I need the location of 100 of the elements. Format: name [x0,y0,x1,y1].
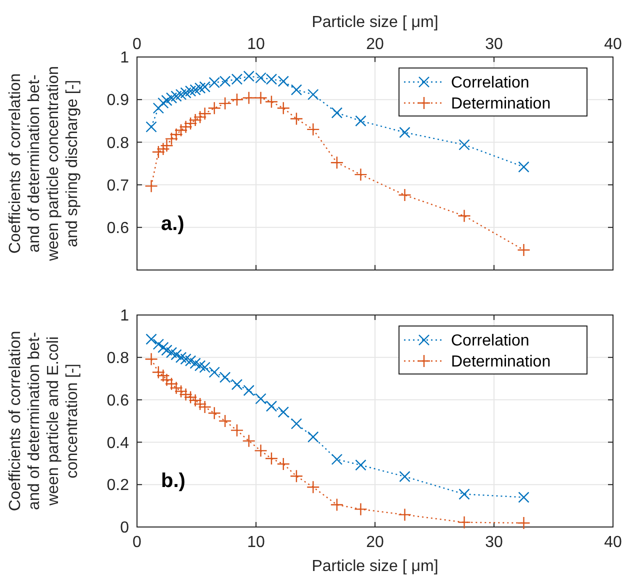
legend-label: Determination [451,354,551,371]
x-tick-label: 40 [604,534,622,551]
point [152,102,164,114]
point [242,91,256,104]
point [290,84,302,96]
y-tick-label: 0.7 [106,177,130,194]
x-tick-label: 30 [485,534,503,551]
point [255,393,266,404]
x-tick-label: 0 [132,534,142,551]
point [230,424,244,437]
point [160,139,174,152]
x2-tick-label: 10 [247,36,265,53]
point [190,358,201,369]
legend-label: Determination [451,96,551,113]
point [254,91,268,104]
point [164,132,178,146]
point [330,156,344,170]
point [458,488,470,500]
point [218,96,232,110]
point [243,384,254,396]
point [264,95,278,108]
point [254,444,268,458]
point [170,128,183,142]
point [219,372,231,383]
point [158,342,169,354]
point [399,470,410,482]
point [158,97,169,109]
point [179,120,192,134]
point [184,116,198,130]
point [330,498,344,512]
point [161,94,172,106]
point [208,406,221,420]
x2-tick-label: 0 [132,36,142,53]
point [458,516,471,529]
point [152,145,166,159]
point [518,161,530,173]
point [266,400,278,412]
y-tick-label: 0.6 [106,392,130,410]
point [170,349,182,360]
point [208,366,220,378]
x2-axis-title: Particle size [ μm] [312,14,438,31]
point [175,88,187,100]
x-tick-label: 10 [247,534,265,551]
y-tick-label: 0.2 [106,477,130,494]
point [193,110,207,124]
point [308,431,319,442]
point [198,400,212,414]
y-tick-label: 0.9 [106,92,130,110]
point [354,168,368,182]
point [290,418,302,430]
point [194,360,206,372]
point [199,362,210,373]
point [170,90,182,102]
x-tick-label: 20 [366,534,384,551]
point [276,102,290,115]
point [398,508,412,522]
annotation: a.) [161,213,184,235]
point [146,334,157,345]
point [198,107,212,120]
point [144,352,158,366]
point [517,516,530,530]
point [166,346,178,358]
y-tick-label: 0.8 [106,350,130,367]
y-tick-label: 0.6 [106,220,130,237]
point [264,452,278,466]
y-tick-label: 0.4 [106,434,130,452]
point [184,355,196,366]
x2-tick-label: 40 [604,36,622,53]
y-axis-title: Coefficients of correlation and of determination bet- ween particle and E.coli concentration [-] [7,330,81,512]
point [161,344,172,356]
point [276,457,290,471]
point [290,112,304,126]
point [399,126,410,138]
point [331,107,343,118]
point [231,378,243,390]
legend-label: Correlation [451,74,530,92]
point [230,93,244,106]
point [517,243,530,257]
point [355,115,366,126]
point [278,406,289,418]
point [518,492,530,503]
point [458,209,471,222]
point [144,179,158,193]
annotation: b.) [161,470,186,492]
point [331,454,343,465]
point [354,502,368,516]
x2-tick-label: 30 [485,36,503,53]
point [290,470,304,483]
point [188,113,202,127]
y-axis-title: Coefficients of correlation and of determination bet- ween particle concentration and spring discharge [-] [7,66,81,262]
x-axis-title: Particle size [ μm] [312,558,438,575]
point [152,338,164,350]
point [146,121,157,132]
point [242,434,256,448]
point [218,414,232,428]
point [458,139,470,150]
point [398,188,412,202]
point [166,92,178,104]
y-tick-label: 1 [120,308,130,325]
point [355,459,366,471]
